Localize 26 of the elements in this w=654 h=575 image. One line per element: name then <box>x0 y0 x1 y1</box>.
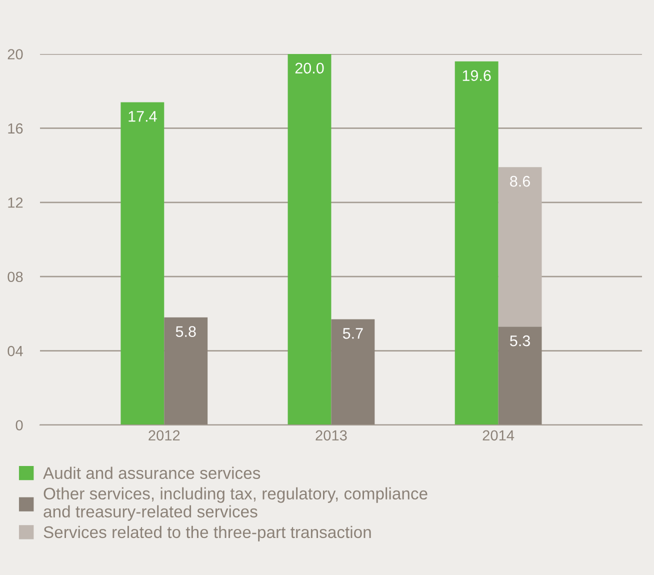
legend-label: Other services, including tax, regulatory, compliance and treasury-related services <box>44 487 428 521</box>
data-label: 5.3 <box>510 335 530 346</box>
data-label: 17.4 <box>128 111 157 122</box>
bar <box>498 326 542 425</box>
y-tick-label: 0 <box>16 420 23 430</box>
data-label: 19.6 <box>462 70 491 81</box>
y-tick-label: 12 <box>8 198 23 208</box>
legend-label: Services related to the three-part transaction <box>44 526 371 542</box>
y-tick-label: 08 <box>8 272 23 282</box>
bar <box>331 319 375 425</box>
bar <box>498 167 542 327</box>
x-tick-label: 2012 <box>148 430 180 441</box>
x-tick-label: 2014 <box>482 430 514 441</box>
bar <box>164 317 208 425</box>
data-label: 20.0 <box>295 62 324 74</box>
legend-label: Audit and assurance services <box>43 466 260 479</box>
data-label: 5.8 <box>176 326 196 337</box>
x-tick-label: 2013 <box>316 430 347 441</box>
data-label: 5.7 <box>342 328 363 339</box>
y-tick-label: 16 <box>8 123 23 134</box>
y-tick-label: 20 <box>8 49 23 60</box>
bar <box>288 54 332 425</box>
bar <box>120 102 164 425</box>
data-label: 8.6 <box>510 176 530 187</box>
bar <box>454 61 498 425</box>
y-tick-label: 04 <box>8 346 23 356</box>
